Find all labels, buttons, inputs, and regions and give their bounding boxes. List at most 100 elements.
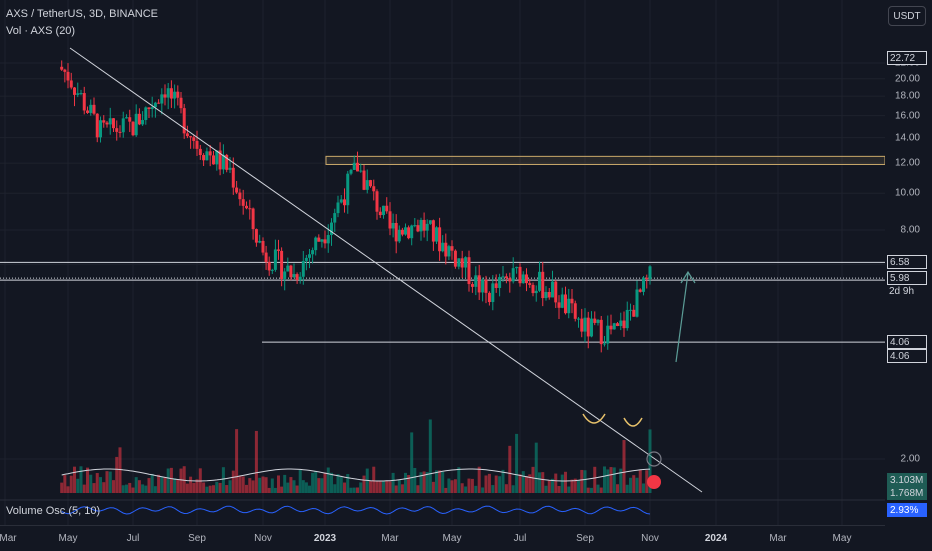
candle-body-166 — [596, 319, 600, 323]
volume-bar-17 — [115, 456, 119, 493]
volume-bar-166 — [596, 484, 600, 493]
volume-legend[interactable]: Vol · AXS (20) — [6, 25, 76, 37]
chart-area[interactable]: AXS / TetherUS, 3D, BINANCE Vol · AXS (2… — [0, 0, 886, 525]
volume-bar-46 — [208, 485, 212, 493]
volume-bar-53 — [231, 470, 235, 493]
candle-body-85 — [333, 213, 337, 223]
candle-body-139 — [508, 278, 512, 282]
candle-body-173 — [619, 320, 623, 326]
candle-body-169 — [606, 325, 610, 344]
candle-body-81 — [320, 239, 324, 242]
candle-body-41 — [192, 137, 196, 141]
candle-body-112 — [419, 219, 423, 232]
candle-body-42 — [195, 140, 199, 149]
volume-bar-176 — [629, 477, 632, 493]
volume-bar-84 — [330, 472, 333, 493]
candle-body-17 — [115, 128, 119, 132]
volume-bar-157 — [567, 486, 571, 493]
symbol-legend[interactable]: AXS / TetherUS, 3D, BINANCE — [6, 8, 159, 20]
volume-bar-175 — [625, 484, 629, 493]
oscillator-legend[interactable]: Volume Osc (5, 10) — [6, 505, 101, 517]
volume-bar-8 — [86, 467, 89, 493]
price-label: 5.98 — [887, 271, 927, 286]
candle-body-129 — [474, 275, 478, 287]
candle-body-115 — [428, 220, 432, 224]
candle-body-61 — [258, 240, 262, 243]
candle-body-35 — [173, 91, 177, 99]
candle-body-96 — [369, 180, 372, 187]
time-tick: May — [442, 533, 462, 544]
volume-bar-144 — [525, 476, 528, 493]
volume-bar-158 — [570, 479, 574, 493]
candle-body-131 — [481, 279, 485, 293]
volume-bar-138 — [504, 484, 508, 493]
volume-bar-64 — [267, 487, 271, 493]
volume-bar-93 — [359, 482, 363, 493]
price-chart[interactable] — [0, 0, 886, 525]
candle-body-107 — [404, 227, 407, 235]
candle-body-94 — [362, 170, 366, 190]
candle-body-77 — [308, 254, 311, 258]
volume-bar-50 — [221, 467, 225, 493]
time-tick: Mar — [381, 533, 399, 544]
volume-bar-118 — [438, 470, 442, 493]
volume-bar-137 — [501, 469, 505, 493]
price-tick: 12.00 — [894, 157, 920, 169]
time-tick: 2023 — [313, 533, 337, 544]
volume-bar-87 — [339, 476, 343, 493]
candle-body-52 — [228, 167, 232, 170]
price-axis[interactable]: 22.0020.0018.0016.0014.0012.0010.008.006… — [885, 0, 932, 525]
target-arrowhead — [680, 270, 696, 284]
candle-body-22 — [131, 121, 135, 136]
time-axis[interactable]: Mar May Jul Sep Nov 2023 Mar May Jul Sep Nov 2024 Ma… — [0, 525, 885, 551]
volume-bar-106 — [400, 484, 404, 493]
candle-body-167 — [599, 319, 603, 345]
volume-bar-114 — [425, 472, 429, 493]
volume-bar-173 — [619, 468, 623, 493]
volume-bar-56 — [241, 476, 245, 493]
candle-body-50 — [221, 154, 225, 170]
candle-body-3 — [69, 80, 73, 88]
volume-bar-48 — [215, 481, 219, 493]
volume-bar-0 — [60, 482, 64, 493]
candle-body-83 — [326, 235, 330, 244]
double-bottom-arc-2 — [623, 417, 643, 427]
candle-body-11 — [95, 113, 99, 138]
flash-event-icon — [646, 451, 662, 467]
candle-body-24 — [137, 113, 141, 125]
candle-body-15 — [108, 118, 112, 125]
volume-bar-41 — [192, 482, 196, 493]
volume-bar-96 — [369, 480, 372, 493]
candle-body-58 — [248, 208, 252, 210]
candle-body-113 — [422, 219, 426, 231]
time-tick: Nov — [254, 533, 272, 544]
volume-bar-171 — [612, 467, 616, 493]
volume-bar-15 — [108, 471, 112, 493]
volume-bar-31 — [160, 476, 164, 493]
volume-bar-29 — [153, 486, 157, 493]
volume-ma-line — [61, 468, 651, 482]
candle-body-101 — [385, 205, 389, 212]
volume-bar-67 — [277, 475, 280, 493]
candle-body-180 — [642, 277, 645, 292]
volume-bar-71 — [289, 477, 293, 493]
candle-body-161 — [580, 318, 584, 332]
candle-body-154 — [557, 302, 561, 308]
volume-bar-92 — [356, 487, 359, 493]
volume-bar-77 — [308, 485, 311, 493]
candle-body-99 — [378, 211, 382, 216]
trend-line — [69, 47, 703, 493]
volume-bar-52 — [228, 480, 232, 493]
volume-bar-5 — [76, 478, 80, 493]
candle-body-72 — [292, 274, 296, 278]
currency-button[interactable]: USDT — [888, 6, 926, 26]
candle-body-70 — [286, 265, 290, 272]
candle-body-56 — [241, 199, 245, 206]
candle-body-128 — [470, 284, 474, 287]
candle-body-106 — [400, 229, 404, 235]
volume-bar-129 — [474, 485, 478, 493]
candle-body-7 — [82, 93, 86, 111]
candle-body-119 — [441, 242, 445, 252]
candle-body-9 — [89, 104, 93, 113]
volume-bar-66 — [273, 487, 277, 493]
